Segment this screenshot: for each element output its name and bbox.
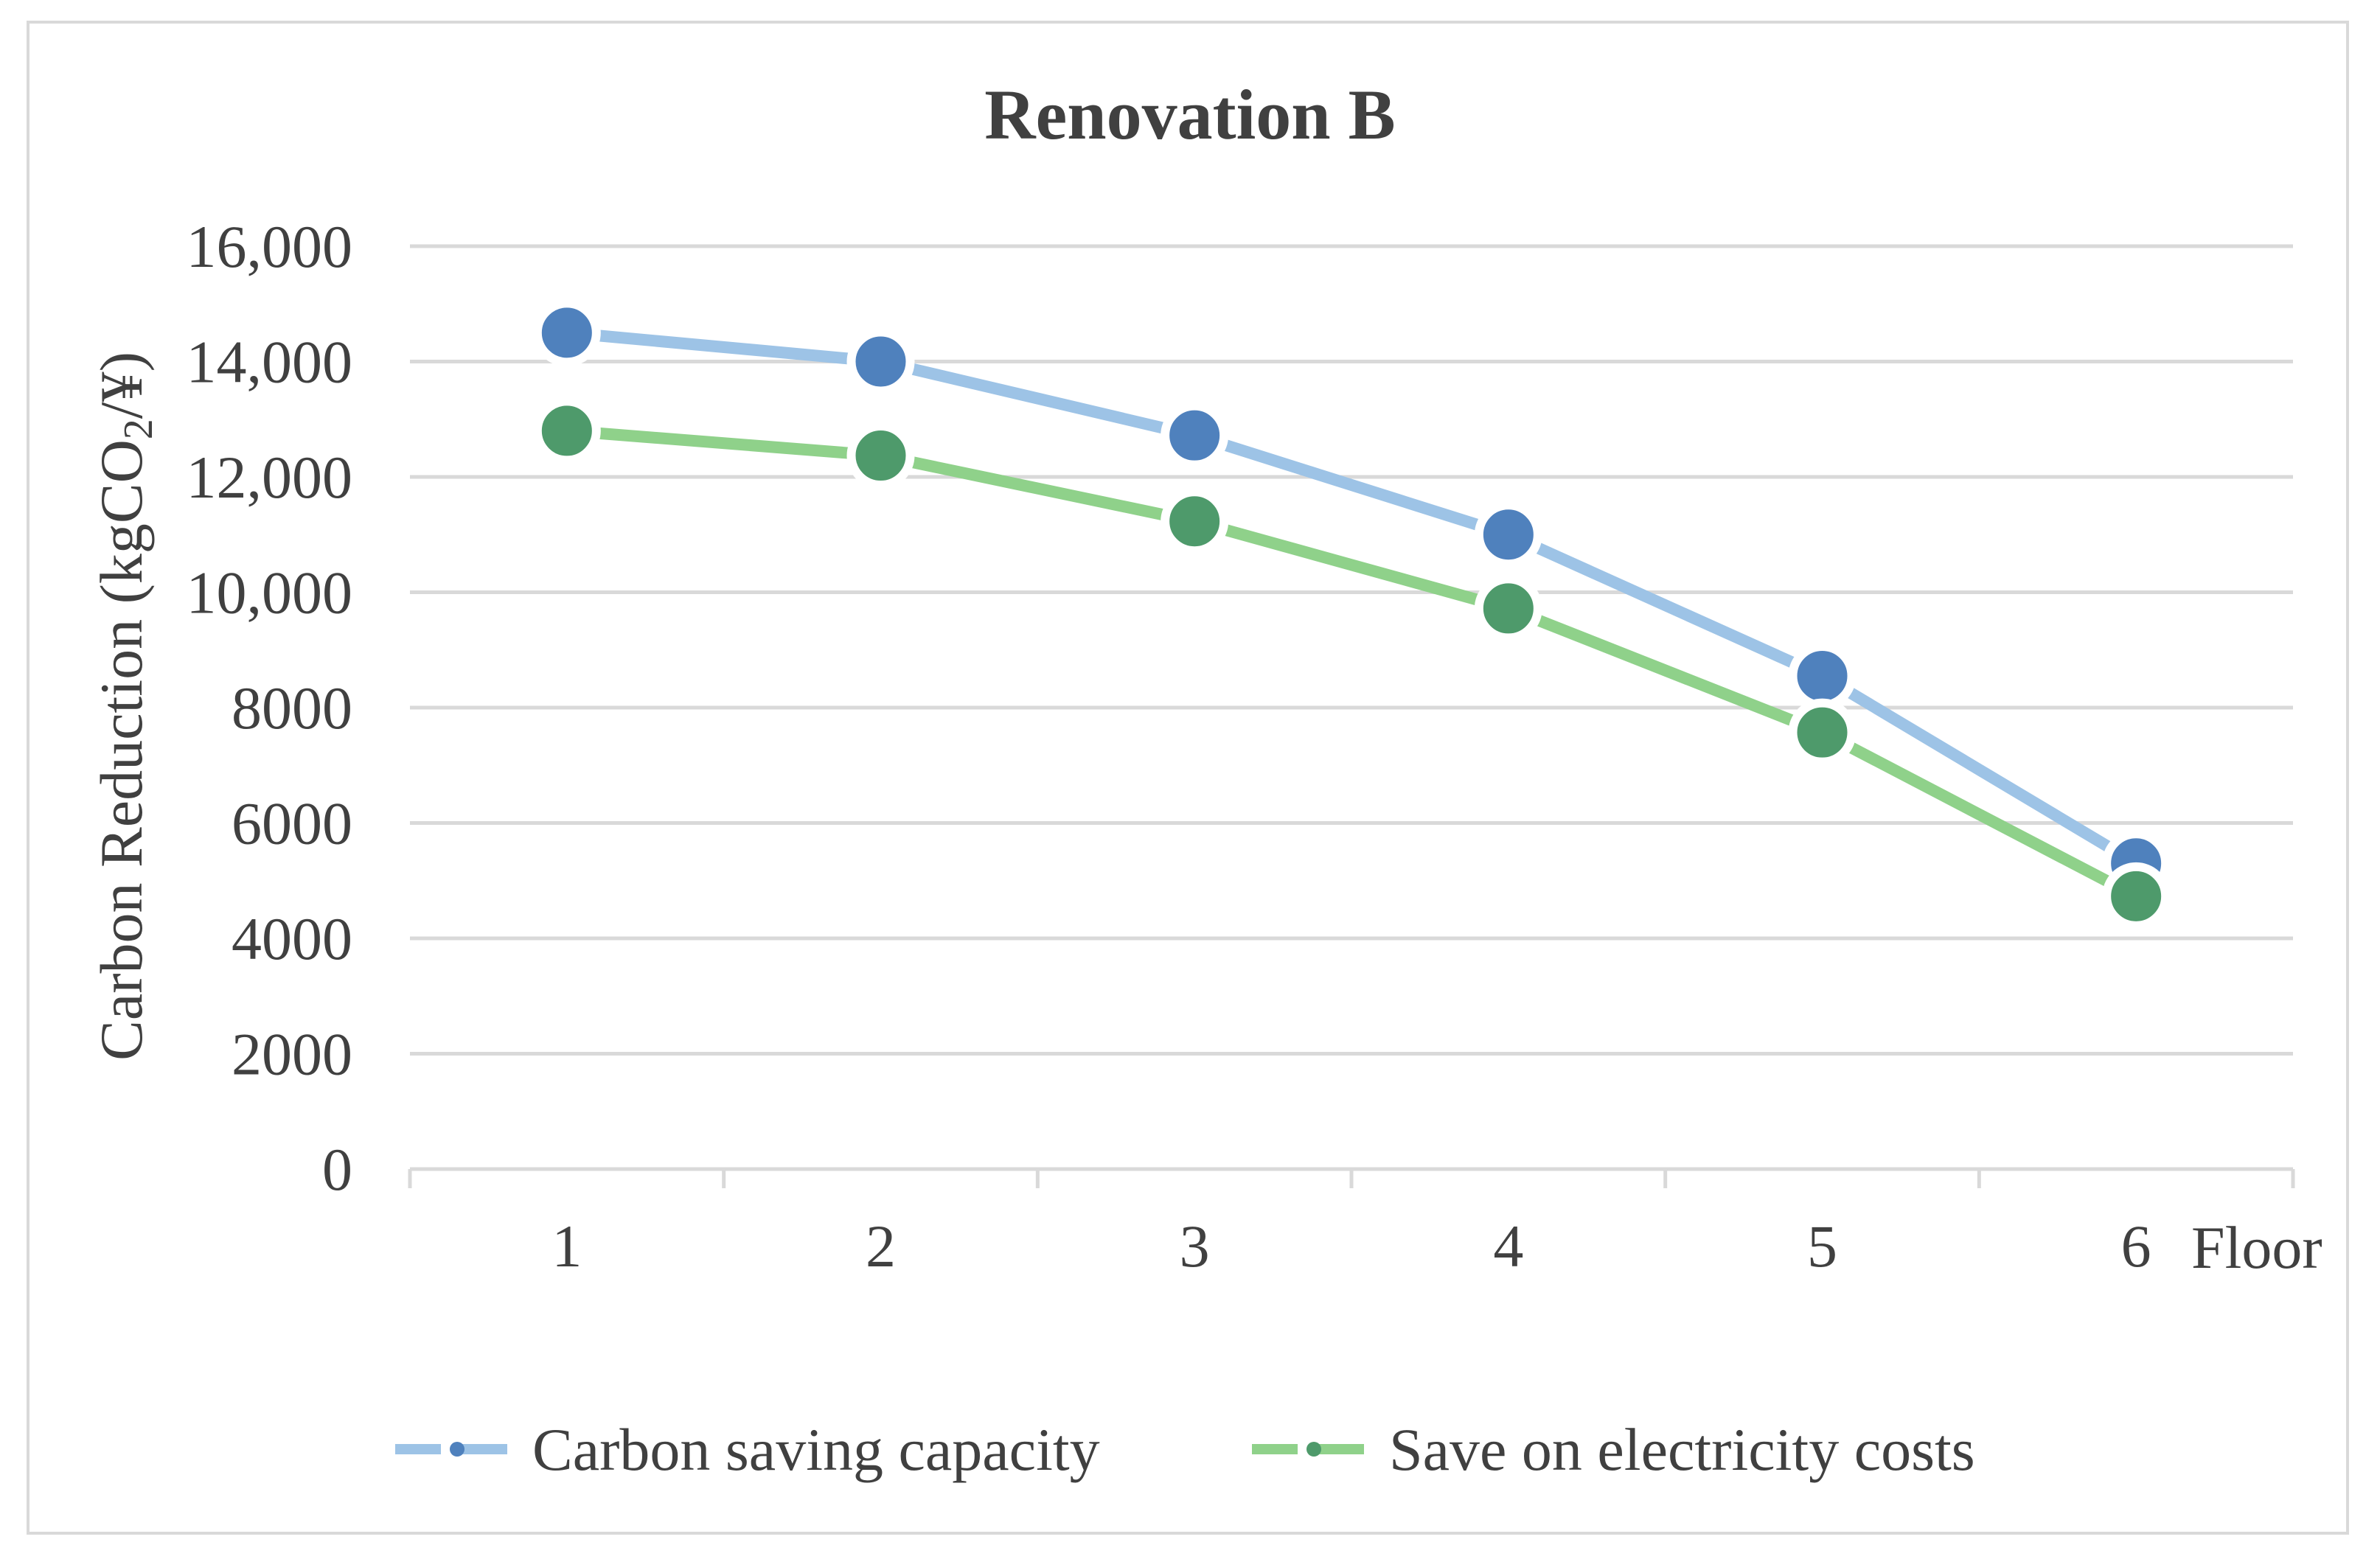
series-line	[560, 327, 2143, 870]
chart-frame	[27, 21, 2349, 1535]
x-axis-label: Floor	[2191, 1214, 2322, 1281]
y-tick-label: 16,000	[187, 213, 353, 280]
data-point	[1474, 501, 1542, 569]
y-axis-ticks: 0 2000 4000 6000 8000 10,000 12,000 14,000 16,00…	[187, 213, 353, 1203]
y-tick-label: 14,000	[187, 329, 353, 396]
gridlines	[410, 244, 2293, 1056]
series-line	[560, 425, 2143, 902]
x-tick-label: 1	[551, 1213, 582, 1280]
chart-title: Renovation B	[984, 75, 1395, 154]
x-tick-label: 5	[1807, 1213, 1837, 1280]
legend-label: Save on electricity costs	[1389, 1416, 1975, 1483]
data-point	[2102, 862, 2171, 930]
y-tick-label: 0	[322, 1136, 352, 1203]
data-point	[1788, 698, 1857, 767]
y-axis-label: Carbon Reduction (kgCO2/¥)	[88, 352, 161, 1061]
x-tick-label: 4	[1493, 1213, 1523, 1280]
y-axis-label-tail: /¥)	[88, 352, 155, 419]
data-point	[532, 397, 601, 465]
legend-label: Carbon saving capacity	[532, 1416, 1100, 1483]
data-point	[1161, 401, 1229, 470]
data-point	[1788, 641, 1857, 710]
y-tick-label: 6000	[232, 790, 352, 857]
series-2	[532, 397, 2171, 930]
y-tick-label: 12,000	[187, 444, 353, 511]
y-tick-label: 8000	[232, 674, 352, 742]
x-axis	[408, 1167, 2295, 1188]
x-tick-label: 6	[2121, 1213, 2151, 1280]
data-point	[846, 422, 915, 490]
data-point	[1474, 574, 1542, 643]
y-tick-label: 2000	[232, 1021, 352, 1088]
y-axis-label-main: Carbon Reduction (kgCO	[88, 439, 155, 1061]
y-tick-label: 10,000	[187, 559, 353, 627]
x-tick-label: 3	[1180, 1213, 1210, 1280]
data-point	[846, 327, 915, 396]
series-1	[532, 299, 2171, 898]
legend-item: Carbon saving capacity	[395, 1416, 1100, 1483]
x-axis-ticks: 1 2 3 4 5 6	[551, 1213, 2151, 1280]
legend-item: Save on electricity costs	[1252, 1416, 1975, 1483]
x-tick-label: 2	[866, 1213, 896, 1280]
y-axis-label-subscript: 2	[116, 419, 161, 439]
legend-marker-swatch	[450, 1442, 464, 1457]
legend-marker-swatch	[1306, 1442, 1321, 1457]
series-layer	[532, 299, 2171, 930]
legend: Carbon saving capacity Save on electricit…	[395, 1416, 1975, 1483]
data-point	[1161, 487, 1229, 556]
y-tick-label: 4000	[232, 905, 352, 972]
data-point	[532, 299, 601, 367]
